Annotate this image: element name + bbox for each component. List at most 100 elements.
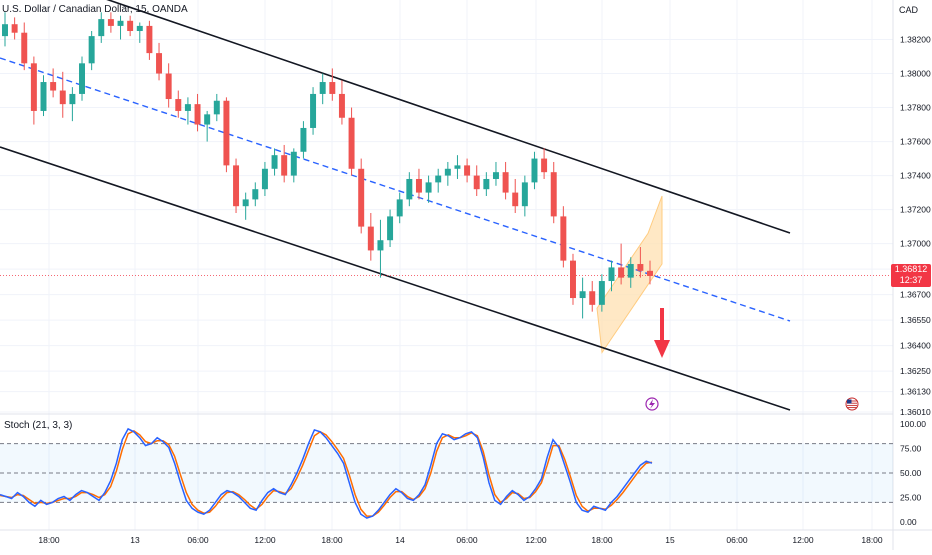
candle-body (290, 151, 297, 176)
time-tick-label: 12:00 (254, 535, 276, 545)
channel-lines (0, 0, 893, 411)
candle-body (454, 165, 461, 169)
candle-body (618, 267, 625, 278)
us-flag-event-icon (845, 397, 859, 411)
lightning-event-icon (645, 397, 659, 411)
stoch-tick-label: 50.00 (900, 468, 922, 478)
candle-body (415, 178, 422, 193)
candle-body (98, 19, 105, 37)
candle-body (59, 90, 66, 105)
candle-body (127, 20, 134, 32)
candle-body (560, 216, 567, 261)
stoch-d-line (0, 430, 653, 517)
candle-body (608, 267, 615, 282)
time-tick-label: 18:00 (38, 535, 60, 545)
candle-body (358, 168, 365, 227)
candle-body (550, 172, 557, 217)
candle-body (194, 104, 201, 125)
candle-body (107, 19, 114, 26)
stoch-tick-label: 100.00 (900, 419, 926, 429)
candle-body (223, 100, 230, 166)
candle-body (204, 114, 211, 125)
candle-body (213, 100, 220, 115)
candle-body (502, 172, 509, 193)
price-tick-label: 1.37400 (900, 171, 931, 181)
candle-body (319, 82, 326, 94)
candle-body (425, 182, 432, 193)
candle-body (464, 165, 471, 176)
last-price-badge: 1.36812 12:37 (891, 264, 931, 287)
candle-body (541, 158, 548, 173)
candle-body (2, 24, 8, 37)
candle-body (79, 63, 85, 94)
candle-body (512, 192, 519, 207)
candle-body (30, 63, 37, 111)
candle-body (242, 199, 249, 207)
candle-body (281, 155, 288, 176)
candle-body (21, 32, 28, 64)
candle-body (40, 82, 47, 111)
stoch-band (0, 443, 893, 503)
price-axis[interactable]: 1.38200 1.38000 1.37800 1.37600 1.37400 1.372… (900, 35, 931, 417)
candle-body (598, 281, 605, 305)
candlestick-series (2, 12, 653, 319)
candle-body (570, 260, 576, 299)
stoch-axis[interactable]: 100.00 75.00 50.00 25.00 0.00 (900, 419, 926, 527)
candle-body (300, 127, 307, 152)
candle-body (88, 36, 95, 64)
candle-body (589, 291, 596, 305)
candle-body (579, 291, 586, 299)
candle-body (175, 99, 182, 111)
candle-body (310, 93, 317, 128)
price-tick-label: 1.38200 (900, 35, 931, 45)
time-tick-label: 06:00 (456, 535, 478, 545)
candle-body (444, 168, 451, 176)
candle-body (69, 93, 76, 105)
candle-body (367, 226, 374, 251)
price-tick-label: 1.37600 (900, 137, 931, 147)
time-tick-label: 18:00 (321, 535, 343, 545)
candle-body (637, 264, 644, 271)
channel-lower-line (0, 146, 791, 411)
time-tick-label: 12:00 (792, 535, 814, 545)
candle-body (252, 189, 259, 200)
candle-body (329, 82, 336, 94)
candle-body (521, 182, 528, 207)
stoch-tick-label: 25.00 (900, 493, 922, 503)
candle-body (473, 175, 480, 190)
candle-body (396, 199, 403, 217)
candle-body (387, 216, 394, 241)
annotations (645, 308, 859, 411)
time-tick-label: 18:00 (861, 535, 883, 545)
candle-body (156, 53, 163, 74)
candle-body (627, 264, 634, 278)
candle-body (377, 240, 384, 251)
channel-midline (0, 57, 791, 322)
candle-body (435, 175, 442, 183)
candle-body (117, 20, 124, 26)
candle-body (338, 93, 345, 118)
candle-body (165, 73, 172, 100)
price-tick-label: 1.36250 (900, 366, 931, 376)
stoch-tick-label: 0.00 (900, 517, 917, 527)
symbol-title[interactable]: U.S. Dollar / Canadian Dollar, 15, OANDA (2, 4, 188, 15)
candle-body (406, 178, 413, 200)
indicator-title[interactable]: Stoch (21, 3, 3) (4, 420, 73, 431)
currency-label: CAD (899, 5, 919, 15)
price-tick-label: 1.36700 (900, 290, 931, 300)
price-tick-label: 1.36130 (900, 387, 931, 397)
candle-body (136, 25, 143, 32)
candle-body (492, 172, 499, 179)
stoch-tick-label: 75.00 (900, 444, 922, 454)
down-arrow-head (654, 340, 670, 358)
time-tick-label: 18:00 (591, 535, 613, 545)
price-tick-label: 1.36550 (900, 315, 931, 325)
stochastic-lines (0, 427, 653, 519)
channel-upper-line (106, 0, 791, 234)
candle-body (531, 158, 538, 183)
candle-body (348, 117, 355, 169)
time-axis[interactable]: 18:00 13 06:00 12:00 18:00 14 06:00 12:00 18:00 1… (38, 535, 883, 545)
